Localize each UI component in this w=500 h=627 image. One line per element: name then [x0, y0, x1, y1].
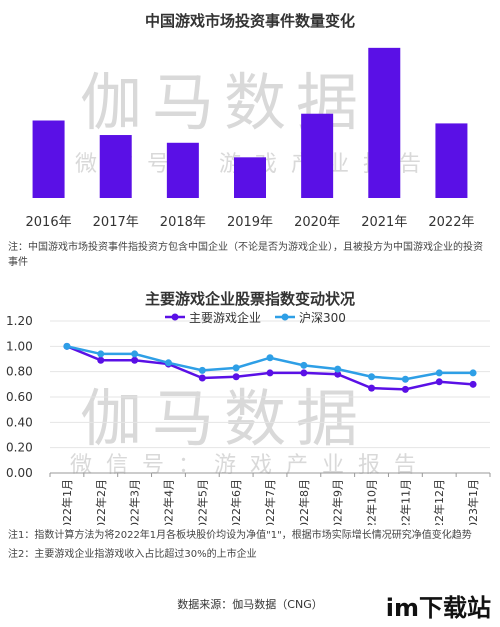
- legend-marker: [281, 313, 289, 321]
- x-tick-label: 2022年3月: [128, 479, 142, 525]
- x-tick-label: 2022年2月: [94, 479, 108, 525]
- y-tick-label: 0.40: [6, 415, 33, 429]
- data-point: [368, 384, 376, 392]
- x-tick-label: 2022年: [428, 215, 474, 230]
- bar-chart: 2016年 2017年 2018年 2019年 2020年 2021年 2022年: [26, 47, 474, 230]
- data-point: [131, 350, 139, 358]
- legend-marker: [171, 313, 179, 321]
- x-tick-label: 2022年10月: [365, 479, 379, 525]
- bar: [435, 123, 468, 198]
- data-point: [131, 356, 139, 364]
- x-tick-label: 2021年: [361, 215, 407, 230]
- x-tick-label: 2023年1月: [466, 479, 480, 525]
- data-point: [334, 370, 342, 378]
- data-point: [300, 361, 308, 369]
- x-tick-label: 2022年11月: [398, 479, 412, 525]
- data-point: [435, 378, 443, 386]
- x-tick-label: 2022年6月: [229, 479, 243, 525]
- data-point: [266, 354, 274, 362]
- source-text: 数据来源：伽马数据（CNG）: [177, 598, 323, 611]
- data-point: [232, 364, 240, 372]
- data-point: [97, 350, 105, 358]
- data-point: [469, 369, 477, 377]
- legend-label: 主要游戏企业: [189, 310, 261, 325]
- bar: [99, 135, 132, 198]
- bar-chart-title: 中国游戏市场投资事件数量变化: [144, 12, 355, 30]
- data-point: [401, 375, 409, 383]
- site-logo: im下载站: [382, 588, 494, 623]
- y-tick-label: 1.00: [6, 339, 33, 353]
- x-tick-label: 2022年12月: [432, 479, 446, 525]
- x-tick-label: 2022年5月: [195, 479, 209, 525]
- data-point: [334, 365, 342, 373]
- data-point: [164, 359, 172, 367]
- bar-chart-note: 注：中国游戏市场投资事件指投资方包含中国企业（不论是否为游戏企业），且被投方为中…: [8, 242, 483, 268]
- bar: [166, 142, 199, 198]
- bar: [234, 157, 266, 198]
- data-point: [401, 385, 409, 393]
- data-point: [97, 356, 105, 364]
- data-point: [63, 342, 71, 350]
- x-tick-label: 2022年7月: [263, 479, 277, 525]
- y-tick-label: 0.80: [6, 365, 33, 379]
- note-1: 注1：指数计算方法为将2022年1月各板块股价均设为净值"1"，根据市场实际增长…: [8, 530, 472, 541]
- y-tick-label: 1.20: [6, 314, 33, 328]
- x-tick-label: 2022年1月: [60, 479, 74, 525]
- y-tick-label: 0.20: [6, 441, 33, 455]
- legend-label: 沪深300: [299, 311, 346, 325]
- x-tick-label: 2016年: [26, 215, 72, 230]
- x-tick-label: 2019年: [227, 215, 273, 230]
- note-2: 注2：主要游戏企业指游戏收入占比超过30%的上市企业: [8, 549, 257, 560]
- bar: [301, 113, 334, 198]
- data-point: [469, 380, 477, 388]
- data-point: [198, 366, 206, 374]
- data-point: [198, 374, 206, 382]
- y-tick-label: 0.60: [6, 390, 33, 404]
- line-chart: 0.00 0.20 0.40 0.60 0.80 1.00 1.20 2022年1月 2022年…: [6, 310, 491, 525]
- data-point: [368, 373, 376, 381]
- bar: [32, 120, 65, 198]
- x-tick-label: 2017年: [93, 215, 139, 230]
- data-point: [266, 369, 274, 377]
- y-tick-label: 0.00: [6, 466, 33, 480]
- data-point: [300, 369, 308, 377]
- x-tick-label: 2022年4月: [161, 479, 175, 525]
- line-chart-title: 主要游戏企业股票指数变动状况: [144, 290, 355, 308]
- data-point: [435, 369, 443, 377]
- x-tick-label: 2022年9月: [331, 479, 345, 525]
- x-tick-label: 2022年8月: [297, 479, 311, 525]
- data-point: [232, 373, 240, 381]
- x-tick-label: 2018年: [160, 215, 206, 230]
- x-tick-label: 2020年: [294, 215, 340, 230]
- bar: [368, 47, 401, 198]
